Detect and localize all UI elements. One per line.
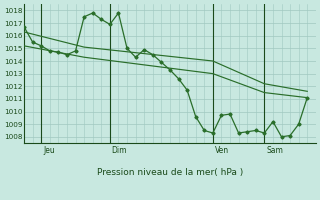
Text: Dim: Dim bbox=[112, 146, 127, 155]
Text: Ven: Ven bbox=[215, 146, 229, 155]
Text: Jeu: Jeu bbox=[43, 146, 55, 155]
Text: Pression niveau de la mer( hPa ): Pression niveau de la mer( hPa ) bbox=[97, 168, 243, 177]
Text: Sam: Sam bbox=[266, 146, 283, 155]
